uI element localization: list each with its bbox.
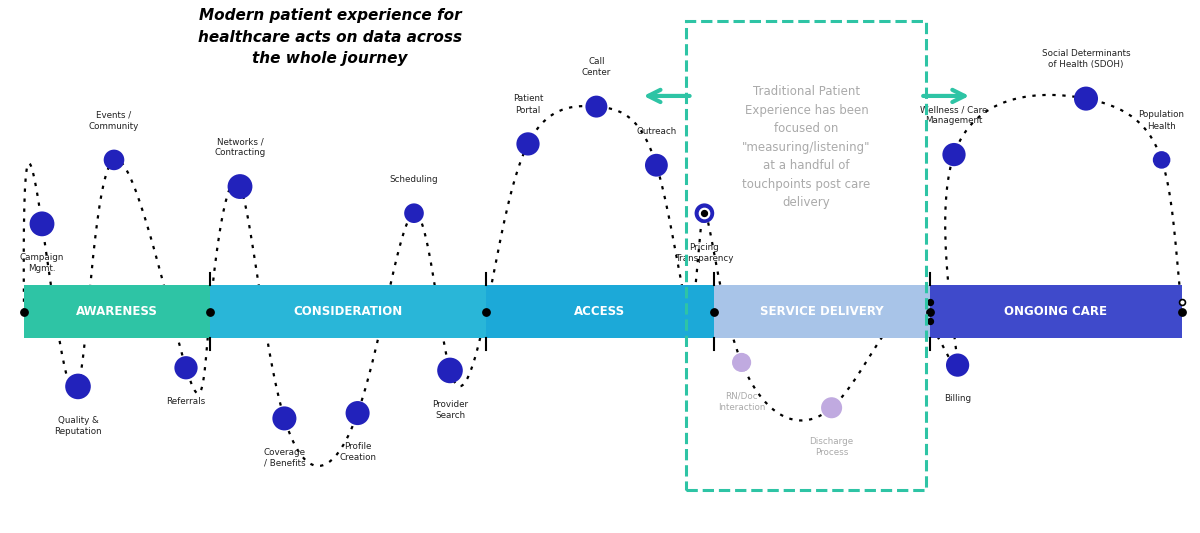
Text: AWARENESS: AWARENESS — [76, 305, 158, 318]
Text: Outreach: Outreach — [636, 127, 677, 136]
Text: Profile
Creation: Profile Creation — [340, 442, 376, 463]
Bar — [686, 21, 926, 490]
Bar — [714, 285, 930, 338]
Text: Events /
Community: Events / Community — [89, 110, 139, 131]
Text: Patient
Portal: Patient Portal — [512, 94, 544, 115]
Text: ONGOING CARE: ONGOING CARE — [1004, 305, 1108, 318]
Bar — [486, 285, 714, 338]
Text: ACCESS: ACCESS — [575, 305, 625, 318]
Text: RN/Doc
Interaction: RN/Doc Interaction — [718, 392, 766, 412]
Text: Traditional Patient
Experience has been
focused on
"measuring/listening"
at a ha: Traditional Patient Experience has been … — [742, 85, 871, 209]
Point — [1152, 156, 1171, 164]
Point — [1172, 298, 1192, 306]
Point — [230, 182, 250, 191]
Text: Wellness / Care
Management: Wellness / Care Management — [920, 105, 988, 125]
Point — [1172, 308, 1192, 316]
Text: Quality &
Reputation: Quality & Reputation — [54, 416, 102, 436]
Point — [695, 209, 714, 217]
Point — [348, 409, 367, 417]
Point — [32, 220, 52, 228]
Point — [68, 382, 88, 391]
Text: Campaign
Mgmt.: Campaign Mgmt. — [20, 253, 64, 273]
Point — [695, 209, 714, 217]
Point — [200, 308, 220, 316]
Text: SERVICE DELIVERY: SERVICE DELIVERY — [760, 305, 884, 318]
Text: Networks /
Contracting: Networks / Contracting — [215, 137, 265, 157]
Point — [944, 150, 964, 159]
Text: Referrals: Referrals — [167, 397, 205, 406]
Point — [476, 308, 496, 316]
Text: CONSIDERATION: CONSIDERATION — [293, 305, 403, 318]
Point — [1076, 94, 1096, 103]
Text: Discharge
Process: Discharge Process — [810, 437, 853, 457]
Text: Pricing
Transparency: Pricing Transparency — [676, 243, 733, 263]
Point — [948, 361, 967, 369]
Point — [275, 414, 294, 423]
Point — [695, 209, 714, 217]
Text: Modern patient experience for
healthcare acts on data across
the whole journey: Modern patient experience for healthcare… — [198, 8, 462, 66]
Point — [518, 140, 538, 148]
Text: Call
Center: Call Center — [582, 57, 611, 77]
Point — [440, 366, 460, 375]
Text: Population
Health: Population Health — [1139, 110, 1184, 131]
Text: Social Determinants
of Health (SDOH): Social Determinants of Health (SDOH) — [1042, 49, 1130, 69]
Point — [587, 102, 606, 111]
Point — [176, 364, 196, 372]
Point — [647, 161, 666, 169]
Text: Provider
Search: Provider Search — [432, 400, 468, 420]
Bar — [930, 285, 1182, 338]
Text: Billing: Billing — [944, 394, 971, 403]
Point — [920, 317, 940, 326]
Bar — [210, 285, 486, 338]
Point — [822, 403, 841, 412]
Text: Scheduling: Scheduling — [390, 175, 438, 184]
Point — [920, 308, 940, 316]
Point — [704, 308, 724, 316]
Point — [920, 298, 940, 306]
Point — [732, 358, 751, 367]
Point — [104, 156, 124, 164]
Bar — [24, 285, 210, 338]
Point — [14, 308, 34, 316]
Point — [404, 209, 424, 217]
Text: Coverage
/ Benefits: Coverage / Benefits — [264, 448, 305, 468]
